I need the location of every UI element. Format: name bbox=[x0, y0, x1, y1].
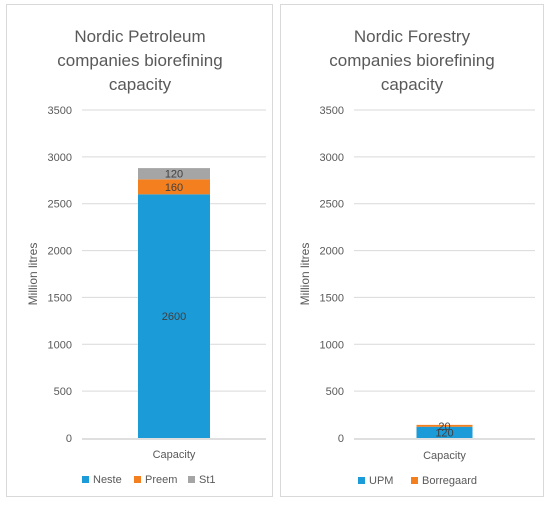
x-tick-label: Capacity bbox=[423, 450, 466, 462]
legend-label-preem: Preem bbox=[145, 474, 177, 486]
y-tick-label: 2000 bbox=[320, 246, 344, 258]
y-tick-label: 2500 bbox=[320, 199, 344, 211]
bar-segment-preem bbox=[138, 179, 210, 195]
y-tick-label: 0 bbox=[66, 433, 72, 445]
chart-forestry: Nordic Forestry companies biorefining capa… bbox=[298, 27, 535, 487]
x-tick-label: Capacity bbox=[153, 449, 196, 461]
y-axis-label: Million litres bbox=[26, 243, 40, 306]
y-tick-label: 1500 bbox=[320, 292, 344, 304]
bar-segment-neste bbox=[138, 194, 210, 438]
legend-swatch-st1 bbox=[188, 476, 195, 483]
legend-label-borregaard: Borregaard bbox=[422, 475, 477, 487]
legend-swatch-upm bbox=[358, 477, 365, 484]
y-tick-label: 500 bbox=[54, 386, 72, 398]
y-tick-label: 3500 bbox=[320, 105, 344, 117]
chart-petroleum: Nordic Petroleum companies biorefining cap… bbox=[26, 27, 266, 486]
data-label-upm: 120 bbox=[435, 427, 453, 439]
bar-segment-upm bbox=[416, 426, 473, 438]
chart-title-line: companies biorefining bbox=[329, 51, 494, 70]
bar-segment-st1 bbox=[138, 168, 210, 180]
chart-title-line: capacity bbox=[381, 75, 444, 94]
data-label-neste: 2600 bbox=[162, 311, 186, 323]
chart-title-line: companies biorefining bbox=[57, 51, 222, 70]
chart-forestry-panel: Nordic Forestry companies biorefining capa… bbox=[280, 4, 544, 497]
legend-swatch-neste bbox=[82, 476, 89, 483]
chart-title-line: Nordic Forestry bbox=[354, 27, 471, 46]
y-tick-label: 1000 bbox=[48, 339, 72, 351]
legend-label-neste: Neste bbox=[93, 474, 122, 486]
y-tick-label: 3000 bbox=[48, 152, 72, 164]
data-label-st1: 120 bbox=[165, 169, 183, 181]
legend-swatch-borregaard bbox=[411, 477, 418, 484]
legend-label-st1: St1 bbox=[199, 474, 216, 486]
legend-label-upm: UPM bbox=[369, 475, 393, 487]
y-tick-label: 1000 bbox=[320, 339, 344, 351]
chart-title-line: Nordic Petroleum bbox=[74, 27, 205, 46]
y-tick-label: 2500 bbox=[48, 199, 72, 211]
data-label-preem: 160 bbox=[165, 182, 183, 194]
y-tick-label: 3000 bbox=[320, 152, 344, 164]
y-tick-label: 0 bbox=[338, 433, 344, 445]
y-tick-label: 500 bbox=[326, 386, 344, 398]
bar-segment-borregaard bbox=[416, 424, 473, 427]
chart-petroleum-panel: Nordic Petroleum companies biorefining cap… bbox=[6, 4, 273, 497]
y-axis-label: Million litres bbox=[298, 243, 312, 306]
y-tick-label: 3500 bbox=[48, 105, 72, 117]
legend-swatch-preem bbox=[134, 476, 141, 483]
chart-title-line: capacity bbox=[109, 75, 172, 94]
y-tick-label: 2000 bbox=[48, 246, 72, 258]
y-tick-label: 1500 bbox=[48, 292, 72, 304]
data-label-borregaard: 20 bbox=[438, 421, 450, 433]
